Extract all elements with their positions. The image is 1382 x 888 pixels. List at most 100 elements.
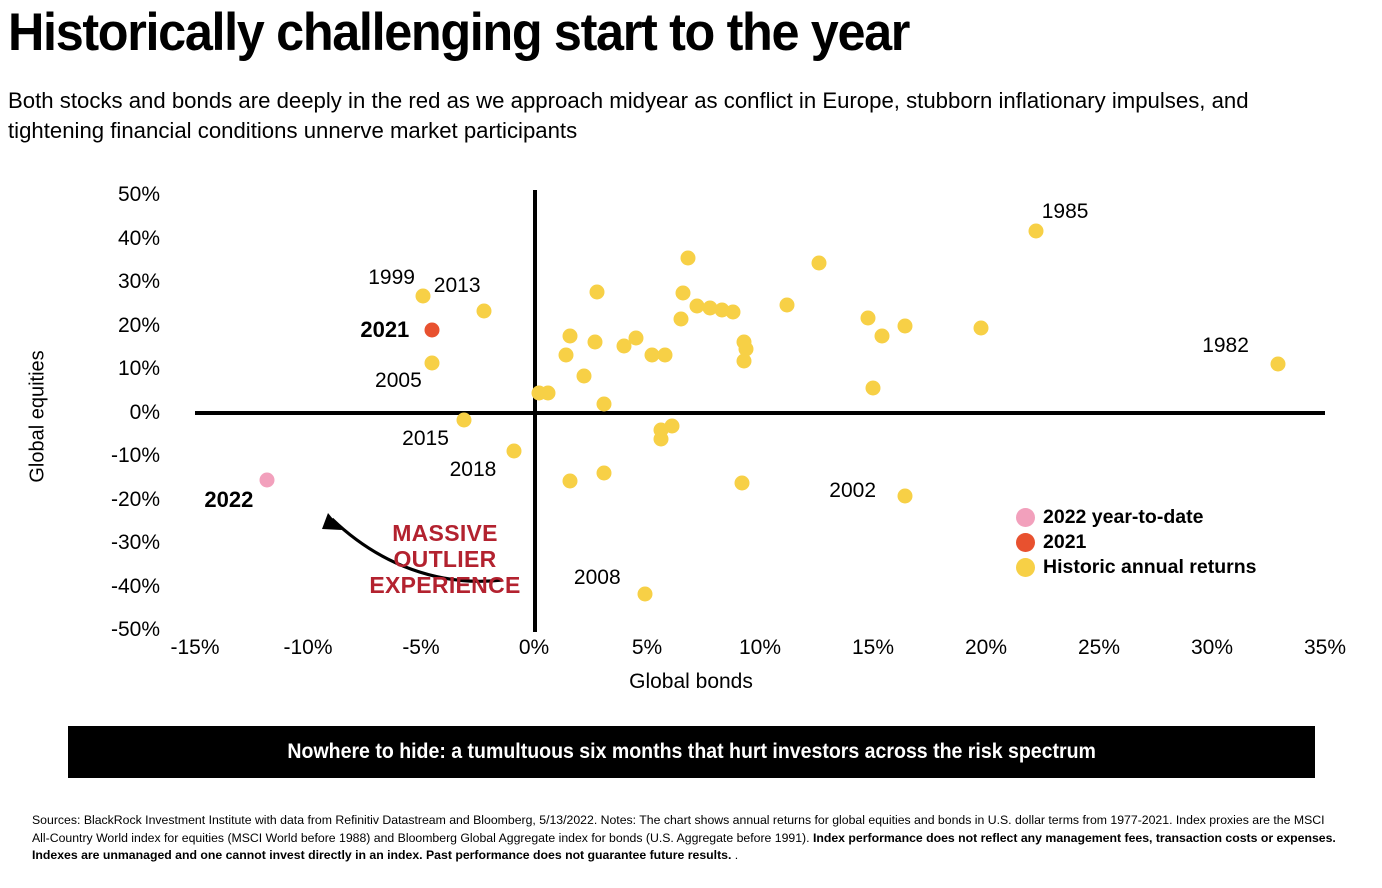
data-point [653, 431, 669, 447]
sources-normal-2: . [731, 848, 739, 862]
data-point [587, 334, 603, 350]
point-label: 1999 [368, 265, 415, 289]
data-point [558, 347, 574, 363]
x-tick-label: -5% [402, 636, 440, 659]
y-tick-label: 20% [117, 313, 160, 337]
data-point [596, 396, 612, 412]
point-label: 2015 [402, 427, 449, 451]
y-axis-ticks: 50% 40% 30% 20% 10% 0% -10% -20% -30% -40% -50% [40, 170, 160, 710]
y-tick-label: -50% [110, 618, 160, 641]
data-point [860, 310, 876, 326]
x-tick-label: -15% [170, 636, 220, 659]
data-point [576, 368, 592, 384]
data-point [637, 586, 653, 602]
annotation-line-3: EXPERIENCE [369, 572, 521, 598]
data-point [596, 465, 612, 481]
x-tick-label: 0% [518, 636, 550, 659]
data-point [562, 328, 578, 344]
data-point [734, 475, 750, 491]
data-point [657, 347, 673, 363]
legend-swatch-icon [1016, 557, 1035, 577]
data-point [702, 300, 718, 316]
summary-banner: Nowhere to hide: a tumultuous six months… [68, 726, 1315, 778]
data-point [736, 353, 752, 369]
sources-bold-1: Index performance does not reflect any m… [32, 830, 1336, 863]
x-tick-label: 10% [738, 636, 782, 659]
point-label: 2002 [829, 478, 877, 502]
callout-arrow [322, 513, 503, 583]
data-point [476, 303, 492, 319]
data-point [506, 443, 522, 459]
data-point [689, 298, 705, 314]
data-point [540, 385, 556, 401]
point-label: 1982 [1202, 334, 1249, 358]
legend-label: 2021 [1043, 530, 1087, 553]
data-point [628, 330, 644, 346]
point-label: 2022 [204, 486, 254, 512]
legend-swatch-icon [1016, 532, 1035, 552]
x-tick-label: 20% [964, 636, 1008, 659]
point-label: 2013 [433, 274, 481, 298]
data-point [897, 318, 913, 333]
y-tick-label: 0% [129, 400, 160, 424]
data-point [738, 341, 754, 357]
sources-note: Sources: BlackRock Investment Institute … [32, 812, 1341, 865]
data-point [644, 347, 660, 363]
x-tick-label: 15% [851, 636, 895, 659]
plot-area: 1999 2013 2021 2005 2015 2018 2022 1985 1982 2002… [0, 170, 1382, 710]
annotation-line-2: OUTLIER [393, 546, 497, 572]
x-tick-label: 30% [1190, 636, 1234, 659]
x-axis-line [195, 411, 1325, 415]
data-point [562, 473, 578, 489]
x-tick-label: 5% [631, 636, 663, 659]
data-point [874, 328, 890, 344]
y-tick-label: -30% [110, 531, 160, 554]
data-point [259, 472, 275, 488]
legend-item[interactable]: 2022 year-to-date [1016, 505, 1256, 529]
x-axis-ticks: -15% -10% -5% 0% 5% 10% 15% 20% 25% 30% 35% [0, 636, 1382, 676]
point-label: 2021 [360, 316, 410, 342]
chart-legend: 2022 year-to-date 2021 Historic annual ret… [1016, 505, 1256, 580]
y-tick-label: 50% [117, 183, 160, 206]
data-point [897, 488, 913, 504]
data-point [673, 311, 689, 327]
data-point [811, 255, 827, 271]
data-point [589, 284, 605, 300]
outlier-annotation: MASSIVE OUTLIER EXPERIENCE [365, 520, 525, 598]
point-label: 2008 [573, 565, 621, 589]
sources-normal-1: Sources: BlackRock Investment Institute … [32, 813, 1325, 845]
data-point [1028, 223, 1044, 239]
data-point [714, 302, 730, 318]
point-label: 2018 [449, 457, 497, 481]
legend-swatch-icon [1016, 507, 1035, 527]
data-point [664, 418, 680, 434]
data-point [675, 285, 691, 301]
data-point [973, 320, 989, 336]
x-tick-label: 35% [1303, 636, 1347, 659]
data-point [616, 338, 632, 354]
x-tick-label: -10% [283, 636, 333, 659]
data-point [1270, 356, 1286, 372]
point-label: 1985 [1041, 199, 1089, 223]
data-point [725, 304, 741, 320]
data-point [865, 380, 881, 396]
x-tick-label: 25% [1077, 636, 1121, 659]
data-point [456, 412, 472, 428]
legend-label: Historic annual returns [1043, 555, 1257, 578]
data-point [424, 355, 440, 371]
y-tick-label: 40% [117, 226, 160, 250]
scatter-chart: 1999 2013 2021 2005 2015 2018 2022 1985 1982 2002… [0, 170, 1382, 710]
point-label: 2005 [375, 369, 422, 393]
banner-text: Nowhere to hide: a tumultuous six months… [287, 740, 1096, 763]
data-point [779, 297, 795, 313]
page-title: Historically challenging start to the ye… [8, 3, 910, 62]
y-tick-label: 10% [117, 357, 160, 380]
legend-item[interactable]: Historic annual returns [1016, 555, 1256, 579]
y-axis-line [533, 190, 537, 632]
annotation-line-1: MASSIVE [392, 520, 498, 546]
data-point [680, 250, 696, 266]
x-axis-label: Global bonds [629, 670, 753, 693]
y-tick-label: -40% [110, 574, 160, 598]
legend-item[interactable]: 2021 [1016, 530, 1256, 554]
y-tick-label: -20% [110, 487, 160, 511]
